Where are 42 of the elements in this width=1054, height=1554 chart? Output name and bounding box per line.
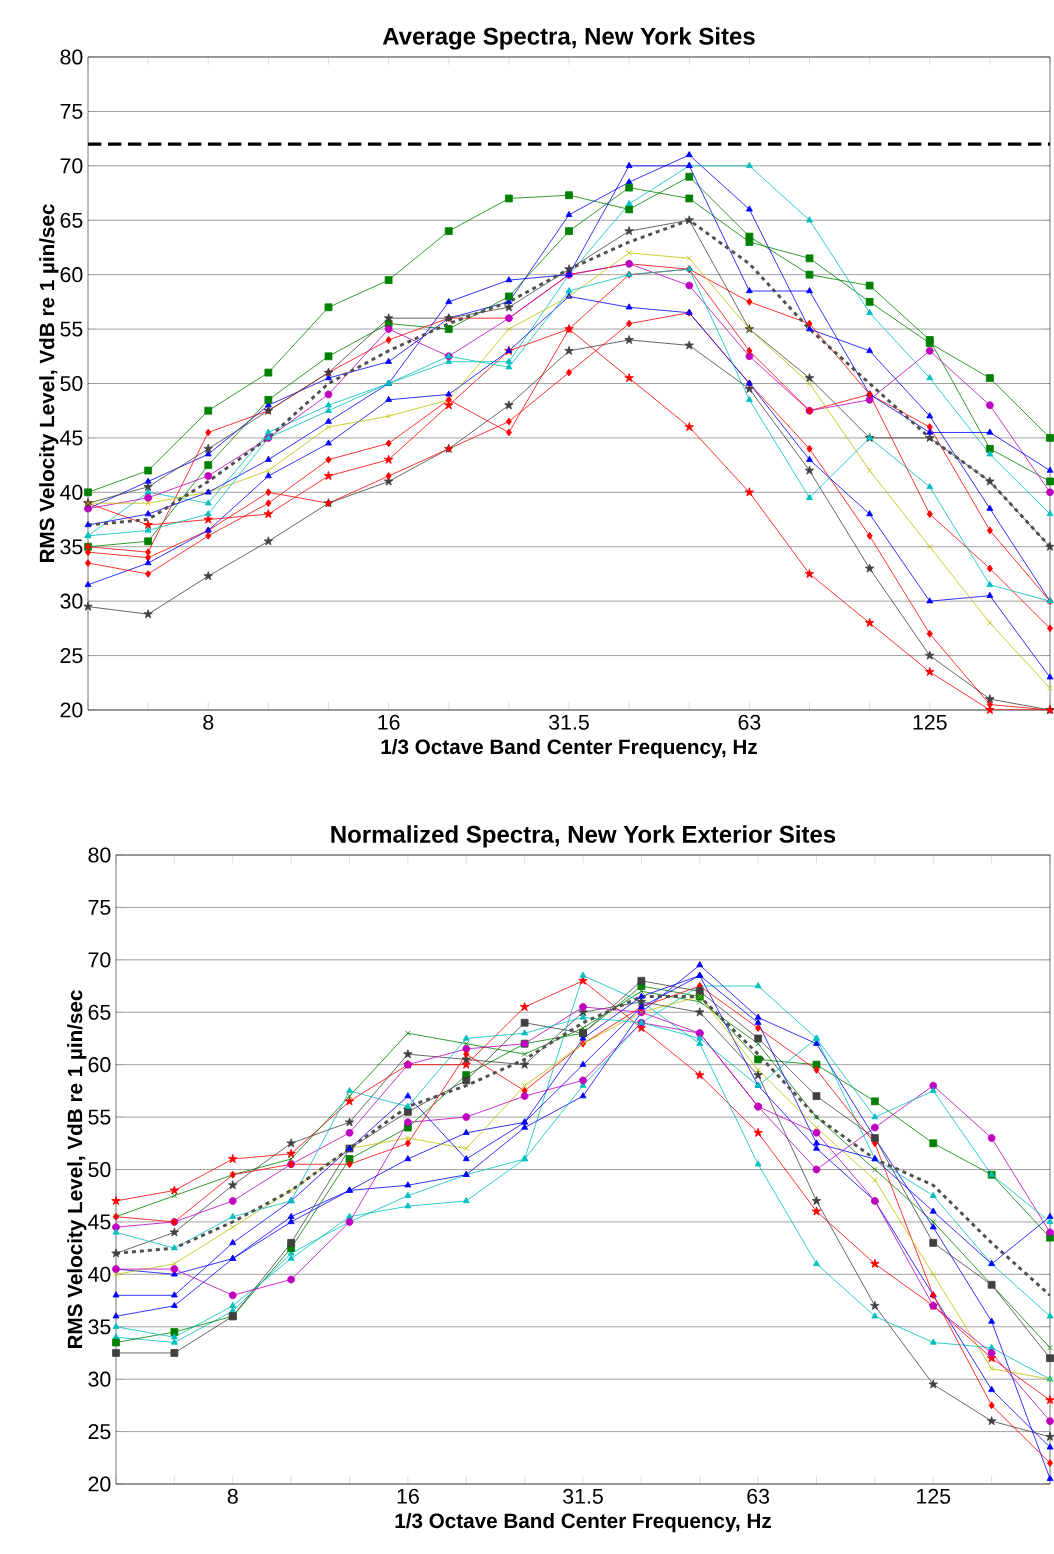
- y-tick-label: 40: [88, 1266, 111, 1282]
- y-tick-label: 50: [60, 375, 83, 392]
- y-tick-label: 25: [60, 648, 83, 664]
- x-axis-title: 1/3 Octave Band Center Frequency, Hz: [395, 1512, 771, 1533]
- y-tick-label: 30: [88, 1371, 111, 1387]
- y-tick-label: 30: [60, 593, 83, 609]
- y-tick-label: 75: [60, 103, 83, 119]
- y-tick-label: 35: [60, 539, 83, 555]
- x-axis-title: 1/3 Octave Band Center Frequency, Hz: [381, 738, 757, 759]
- x-tick-label: 16: [397, 1488, 419, 1504]
- y-tick-label: 20: [60, 702, 83, 718]
- y-tick-label: 75: [88, 899, 111, 915]
- x-tick-label: 31.5: [549, 714, 589, 730]
- y-tick-label: 50: [88, 1161, 111, 1178]
- y-tick-label: 40: [60, 484, 83, 500]
- y-tick-label: 80: [88, 847, 111, 863]
- y-tick-label: 60: [88, 1057, 111, 1073]
- y-tick-label: 45: [60, 430, 83, 446]
- y-tick-label: 70: [60, 158, 83, 174]
- y-axis-title: RMS Velocity Level, VdB re 1 µin/sec: [39, 204, 59, 563]
- y-tick-label: 55: [88, 1109, 111, 1125]
- y-tick-label: 60: [60, 267, 83, 283]
- x-tick-label: 8: [203, 714, 214, 730]
- x-tick-label: 63: [738, 714, 761, 730]
- x-tick-label: 8: [227, 1488, 238, 1504]
- y-tick-label: 45: [88, 1214, 111, 1230]
- x-tick-label: 125: [917, 1488, 951, 1504]
- x-tick-label: 63: [747, 1488, 770, 1504]
- y-tick-label: 55: [60, 321, 83, 337]
- x-tick-label: 31.5: [563, 1488, 603, 1504]
- x-tick-label: 16: [378, 714, 400, 730]
- y-tick-label: 65: [60, 212, 83, 228]
- y-axis-title: RMS Velocity Level, VdB re 1 µin/sec: [67, 990, 87, 1349]
- y-tick-label: 70: [88, 952, 111, 968]
- y-tick-label: 65: [88, 1004, 111, 1020]
- x-tick-label: 125: [913, 714, 947, 730]
- y-tick-label: 80: [60, 49, 83, 65]
- chart-title: Average Spectra, New York Sites: [382, 27, 755, 50]
- chart-title: Normalized Spectra, New York Exterior Sites: [331, 825, 836, 848]
- y-tick-label: 25: [88, 1424, 111, 1440]
- y-tick-label: 35: [88, 1319, 111, 1335]
- y-tick-label: 20: [88, 1476, 111, 1492]
